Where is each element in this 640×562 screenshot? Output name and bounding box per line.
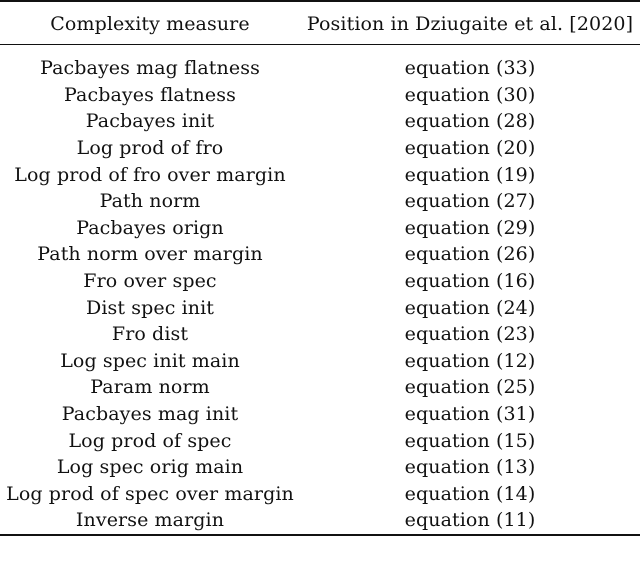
cell-position: equation (23) bbox=[404, 323, 536, 346]
cell-position: equation (11) bbox=[404, 509, 536, 532]
cell-position: equation (19) bbox=[404, 163, 536, 186]
table-row: Fro dist equation (23) bbox=[0, 321, 640, 348]
table-row: Inverse margin equation (11) bbox=[0, 507, 640, 535]
cell-position: equation (25) bbox=[404, 376, 536, 399]
cell-position: equation (16) bbox=[404, 270, 536, 293]
cell-complexity-measure: Log prod of spec over margin bbox=[6, 482, 294, 505]
cell-complexity-measure: Fro over spec bbox=[83, 270, 217, 293]
table-body: Pacbayes mag flatness equation (33) Pacbay… bbox=[0, 47, 640, 562]
table-row: Param norm equation (25) bbox=[0, 374, 640, 401]
cell-position: equation (31) bbox=[404, 403, 536, 426]
table-row: Dist spec init equation (24) bbox=[0, 294, 640, 321]
table-row: Pacbayes mag flatness equation (33) bbox=[0, 55, 640, 82]
top-rule bbox=[0, 0, 640, 4]
table-row: Log prod of fro over margin equation (19) bbox=[0, 161, 640, 188]
cell-complexity-measure: Log spec orig main bbox=[56, 456, 244, 479]
cell-complexity-measure: Log prod of fro bbox=[76, 137, 224, 160]
cell-position: equation (29) bbox=[404, 216, 536, 239]
table-row: Log prod of fro equation (20) bbox=[0, 135, 640, 162]
cell-position: equation (26) bbox=[404, 243, 536, 266]
cell-complexity-measure: Log prod of spec bbox=[68, 429, 232, 452]
header-position: Position in Dziugaite et al. [2020] bbox=[306, 13, 634, 35]
table-row: Path norm over margin equation (26) bbox=[0, 241, 640, 268]
cell-complexity-measure: Pacbayes mag flatness bbox=[40, 57, 260, 80]
cell-position: equation (33) bbox=[404, 57, 536, 80]
cell-position: equation (27) bbox=[404, 190, 536, 213]
cell-complexity-measure: Pacbayes init bbox=[85, 110, 215, 133]
cell-complexity-measure: Param norm bbox=[90, 376, 210, 399]
cell-complexity-measure: Fro dist bbox=[111, 323, 189, 346]
cell-position: equation (13) bbox=[404, 456, 536, 479]
cell-complexity-measure: Pacbayes flatness bbox=[64, 83, 236, 106]
cell-position: equation (30) bbox=[404, 83, 536, 106]
cell-position: equation (15) bbox=[404, 429, 536, 452]
cell-complexity-measure: Path norm over margin bbox=[37, 243, 263, 266]
table-row: Path norm equation (27) bbox=[0, 188, 640, 215]
header-complexity-measure: Complexity measure bbox=[50, 13, 250, 35]
table-row: Fro over spec equation (16) bbox=[0, 268, 640, 295]
table-row: Log prod of spec equation (15) bbox=[0, 427, 640, 454]
bottom-rule bbox=[0, 533, 640, 562]
table-row: Pacbayes flatness equation (30) bbox=[0, 82, 640, 109]
cell-position: equation (20) bbox=[404, 137, 536, 160]
header-rule bbox=[0, 44, 640, 47]
table-row: Pacbayes init equation (28) bbox=[0, 108, 640, 135]
cell-position: equation (14) bbox=[404, 482, 536, 505]
cell-complexity-measure: Inverse margin bbox=[75, 509, 225, 532]
table-row: Pacbayes orign equation (29) bbox=[0, 215, 640, 242]
cell-complexity-measure: Log spec init main bbox=[60, 349, 240, 372]
cell-position: equation (12) bbox=[404, 349, 536, 372]
cell-complexity-measure: Pacbayes orign bbox=[76, 216, 224, 239]
table-row: Log spec init main equation (12) bbox=[0, 348, 640, 375]
cell-complexity-measure: Pacbayes mag init bbox=[61, 403, 239, 426]
cell-position: equation (28) bbox=[404, 110, 536, 133]
table-row: Log spec orig main equation (13) bbox=[0, 454, 640, 481]
table-row: Pacbayes mag init equation (31) bbox=[0, 401, 640, 428]
body-top-spacer bbox=[0, 47, 640, 55]
cell-position: equation (24) bbox=[404, 296, 536, 319]
header-row: Complexity measure Position in Dziugaite… bbox=[0, 4, 640, 45]
cell-complexity-measure: Path norm bbox=[99, 190, 201, 213]
cell-complexity-measure: Dist spec init bbox=[86, 296, 214, 319]
table-row: Log prod of spec over margin equation (14… bbox=[0, 481, 640, 508]
cell-complexity-measure: Log prod of fro over margin bbox=[14, 163, 286, 186]
